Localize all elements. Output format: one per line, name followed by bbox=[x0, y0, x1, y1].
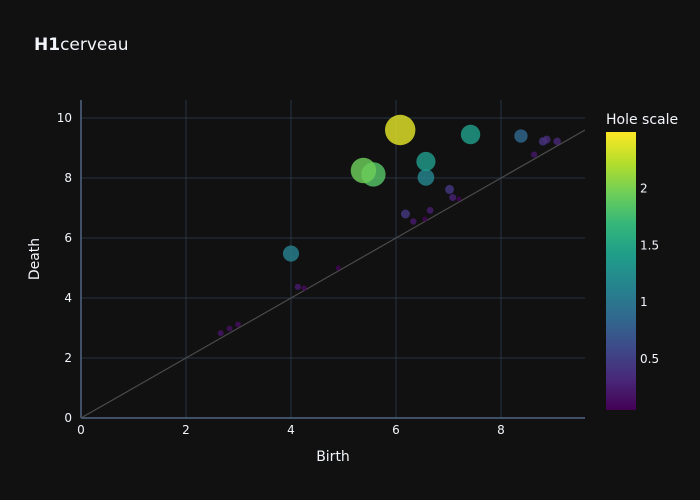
colorbar-title: Hole scale bbox=[606, 112, 678, 128]
data-point bbox=[445, 184, 455, 194]
colorbar-tick-label: 1 bbox=[640, 295, 648, 309]
y-axis-title: Death bbox=[27, 238, 43, 280]
x-tick-labels: 0 2 4 6 8 bbox=[77, 423, 505, 437]
data-point bbox=[235, 321, 241, 328]
x-tick-label: 4 bbox=[287, 423, 295, 437]
data-point bbox=[422, 216, 428, 222]
x-tick-label: 8 bbox=[497, 423, 505, 437]
data-point bbox=[449, 193, 457, 202]
data-point bbox=[416, 151, 436, 172]
colorbar-tick-label: 2 bbox=[640, 182, 648, 196]
data-point bbox=[350, 157, 377, 184]
colorbar-tick-labels: 0.5 1 1.5 2 bbox=[640, 182, 659, 366]
diagonal-line bbox=[81, 129, 585, 418]
colorbar-tick-label: 1.5 bbox=[640, 238, 659, 252]
data-point bbox=[426, 207, 434, 214]
axes bbox=[80, 100, 585, 419]
x-axis-title: Birth bbox=[316, 449, 350, 465]
colorbar bbox=[606, 132, 636, 410]
data-point bbox=[456, 196, 462, 202]
data-point bbox=[410, 218, 417, 225]
data-point bbox=[301, 285, 307, 291]
chart-title-bold: H1 bbox=[34, 35, 60, 55]
data-point bbox=[385, 114, 416, 146]
x-tick-label: 6 bbox=[392, 423, 400, 437]
data-point bbox=[530, 151, 538, 158]
data-point bbox=[400, 209, 410, 219]
data-point bbox=[553, 137, 561, 146]
y-tick-label: 8 bbox=[64, 171, 72, 185]
y-tick-label: 6 bbox=[64, 231, 72, 245]
x-tick-label: 2 bbox=[182, 423, 190, 437]
data-point bbox=[294, 283, 302, 291]
y-tick-labels: 0 2 4 6 8 10 bbox=[57, 111, 72, 425]
data-point bbox=[538, 137, 548, 146]
colorbar-tick-label: 0.5 bbox=[640, 352, 659, 366]
points-layer bbox=[217, 114, 561, 337]
y-tick-label: 0 bbox=[64, 411, 72, 425]
data-point bbox=[514, 129, 528, 143]
data-point bbox=[226, 325, 233, 332]
data-point bbox=[217, 330, 224, 337]
grid-lines bbox=[81, 100, 585, 418]
chart-title: H1cerveau bbox=[34, 35, 129, 55]
data-point bbox=[460, 124, 481, 145]
y-tick-label: 4 bbox=[64, 291, 72, 305]
chart-title-rest: cerveau bbox=[60, 35, 129, 55]
data-point bbox=[335, 265, 341, 271]
data-point bbox=[282, 245, 300, 262]
x-tick-label: 0 bbox=[77, 423, 85, 437]
y-tick-label: 10 bbox=[57, 111, 72, 125]
data-point bbox=[417, 169, 435, 186]
y-tick-label: 2 bbox=[64, 351, 72, 365]
